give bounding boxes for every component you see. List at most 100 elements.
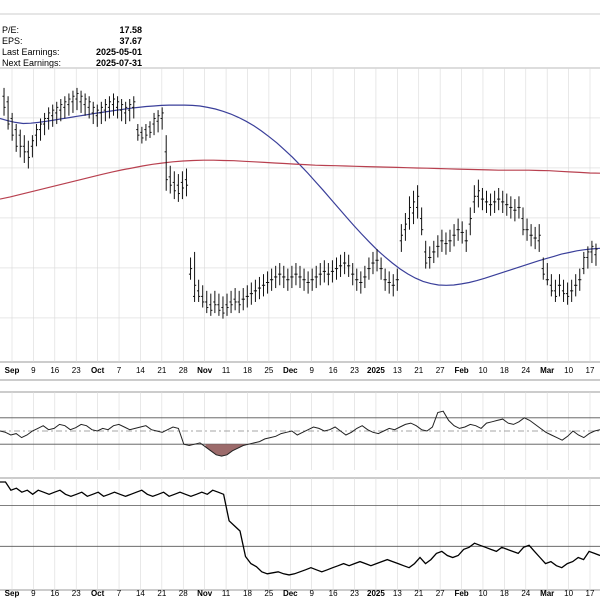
price-bar [205, 290, 209, 314]
price-bar [261, 274, 266, 297]
price-bar [468, 207, 472, 236]
price-bar [99, 101, 103, 125]
x-tick-label-bottom: 18 [243, 589, 252, 598]
price-bar [403, 213, 408, 241]
x-tick-label-bottom: Dec [283, 589, 298, 598]
price-bar [51, 104, 55, 127]
price-bar [59, 99, 63, 122]
price-bar [424, 240, 428, 269]
price-bar [395, 268, 399, 291]
price-bar [270, 268, 274, 291]
price-bar [464, 229, 468, 252]
price-bar [164, 135, 168, 191]
price-bar [42, 112, 47, 136]
price-bar [517, 196, 521, 219]
price-bar [513, 199, 517, 222]
x-tick-label: 2025 [367, 366, 385, 375]
price-bar [557, 274, 562, 297]
price-bar [257, 276, 262, 300]
oscillator-oversold-fill [189, 444, 249, 457]
price-bar [136, 124, 140, 141]
stat-last-earnings: Last Earnings: 2025-05-01 [2, 47, 142, 58]
price-bar [71, 90, 75, 113]
price-bar [578, 268, 582, 291]
price-bar [18, 129, 22, 158]
x-tick-label-bottom: 14 [136, 589, 145, 598]
x-tick-label: 17 [586, 366, 595, 375]
price-bar [213, 290, 217, 314]
price-bar [115, 96, 120, 119]
price-bar [197, 279, 201, 302]
stat-last-earnings-label: Last Earnings: [2, 47, 60, 57]
price-bar [387, 271, 391, 294]
x-tick-label: 13 [393, 366, 402, 375]
price-bar [351, 263, 355, 286]
price-bar [452, 224, 456, 247]
x-tick-label-bottom: Sep [5, 589, 20, 598]
short-moving-average-line [0, 104, 600, 286]
price-bar [533, 226, 537, 250]
x-tick-label-bottom: 21 [157, 589, 166, 598]
x-tick-label: 14 [136, 366, 145, 375]
price-bar [249, 282, 253, 305]
x-tick-label-bottom: 23 [72, 589, 81, 598]
x-tick-label-bottom: 24 [521, 589, 530, 598]
price-bar [55, 101, 59, 125]
price-bar [375, 249, 379, 272]
price-bar [529, 224, 533, 247]
price-bar [290, 265, 294, 289]
oscillator-panel [0, 410, 600, 457]
price-bar [391, 274, 395, 297]
price-bar [79, 90, 83, 113]
price-bar [282, 265, 286, 289]
x-tick-label-bottom: 7 [117, 589, 122, 598]
price-bar [148, 121, 152, 138]
price-bar [363, 265, 367, 289]
x-tick-label: Mar [540, 366, 554, 375]
moving-averages [0, 104, 600, 286]
price-bar [448, 229, 452, 252]
price-bar [38, 118, 43, 141]
price-bar [480, 187, 485, 211]
x-tick-label: 25 [264, 366, 273, 375]
price-bar [128, 99, 132, 122]
x-tick-label: 7 [117, 366, 122, 375]
x-tick-label: 21 [157, 366, 166, 375]
price-bar [440, 229, 444, 252]
price-bar [407, 196, 412, 230]
price-bar [525, 218, 529, 241]
grid-lines [0, 68, 600, 590]
price-bar [152, 112, 156, 136]
price-bar [111, 93, 116, 116]
price-bar [497, 187, 501, 211]
x-tick-label: 24 [521, 366, 530, 375]
x-tick-label: 9 [31, 366, 36, 375]
price-bar [63, 96, 67, 119]
price-bar [574, 274, 578, 297]
price-bar [298, 265, 302, 289]
x-tick-label: 23 [72, 366, 81, 375]
price-bar [553, 279, 558, 302]
price-bar [160, 107, 164, 130]
price-bar [505, 193, 509, 216]
price-bar [570, 279, 574, 302]
price-bar [322, 260, 326, 283]
price-bar [237, 290, 241, 314]
price-bar [565, 282, 570, 305]
x-axis-ticks: Sep Sep 9 9 16 16 23 23 Oct Oct 7 7 14 14 21 21 28 28 Nov N… [5, 366, 595, 598]
price-bar [286, 268, 290, 291]
price-bar [144, 124, 148, 141]
price-bar [67, 93, 71, 116]
price-bar [83, 93, 87, 116]
price-bar [229, 290, 233, 314]
price-bar [201, 285, 205, 308]
stat-pe-value: 17.58 [119, 25, 142, 35]
price-bar [594, 243, 598, 266]
stat-pe: P/E: 17.58 [2, 25, 142, 36]
price-bar [294, 263, 298, 286]
price-bar [265, 271, 270, 294]
x-tick-label-bottom: 9 [309, 589, 314, 598]
x-tick-label: Sep [5, 366, 20, 375]
x-tick-label: 10 [479, 366, 488, 375]
x-tick-label: 11 [222, 366, 231, 375]
